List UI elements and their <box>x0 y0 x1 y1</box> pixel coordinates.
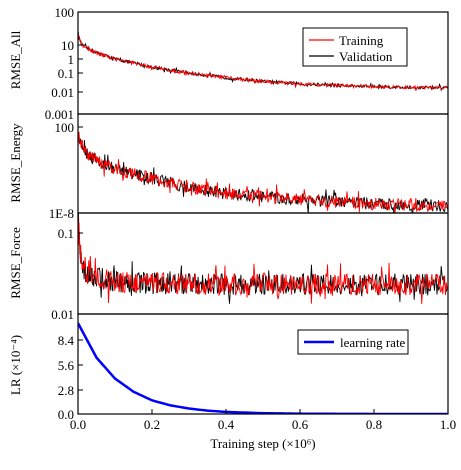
panel-frame <box>77 212 449 315</box>
series-training <box>78 33 448 91</box>
panel-2 <box>77 113 449 214</box>
y-tick-label: 0.01 <box>51 85 74 100</box>
legend-entry: Validation <box>339 49 393 64</box>
y-axis-label: RMSE_Energy <box>8 123 23 203</box>
series-validation <box>78 134 448 213</box>
legend-entry: learning rate <box>340 335 406 350</box>
y-tick-label: 0.0 <box>58 407 74 422</box>
x-tick-label: 0.6 <box>292 417 309 432</box>
y-axis-label: LR (×10⁻⁴) <box>8 335 23 395</box>
series-training <box>78 131 448 213</box>
y-tick-label: 0.01 <box>51 307 74 322</box>
y-axis-label: RMSE_All <box>8 30 23 89</box>
y-tick-label: 100 <box>55 5 75 20</box>
y-tick-label: 0.1 <box>58 226 74 241</box>
y-axis-label: RMSE_Force <box>8 227 23 299</box>
y-tick-label: 8.4 <box>58 333 75 348</box>
y-tick-label: 2.8 <box>58 383 74 398</box>
y-tick-label: 100 <box>55 120 75 135</box>
x-axis-label: Training step (×10⁶) <box>210 436 315 451</box>
legend-entry: Training <box>339 33 384 48</box>
y-tick-label: 10 <box>61 38 74 53</box>
legend-box <box>302 27 408 67</box>
x-tick-label: 0.2 <box>144 417 160 432</box>
x-tick-label: 1.0 <box>440 417 456 432</box>
y-tick-label: 1E-8 <box>49 206 74 221</box>
series-training <box>78 213 448 305</box>
x-tick-label: 0.0 <box>70 417 86 432</box>
y-tick-label: 0.1 <box>58 66 74 81</box>
x-tick-label: 0.4 <box>218 417 235 432</box>
panel-frame <box>77 313 449 415</box>
y-tick-label: 5.6 <box>58 358 75 373</box>
panel-3 <box>77 212 449 315</box>
y-tick-label: 0.001 <box>45 107 74 122</box>
y-tick-label: 1 <box>68 52 75 67</box>
x-tick-label: 0.8 <box>366 417 382 432</box>
panel-4 <box>77 313 449 415</box>
